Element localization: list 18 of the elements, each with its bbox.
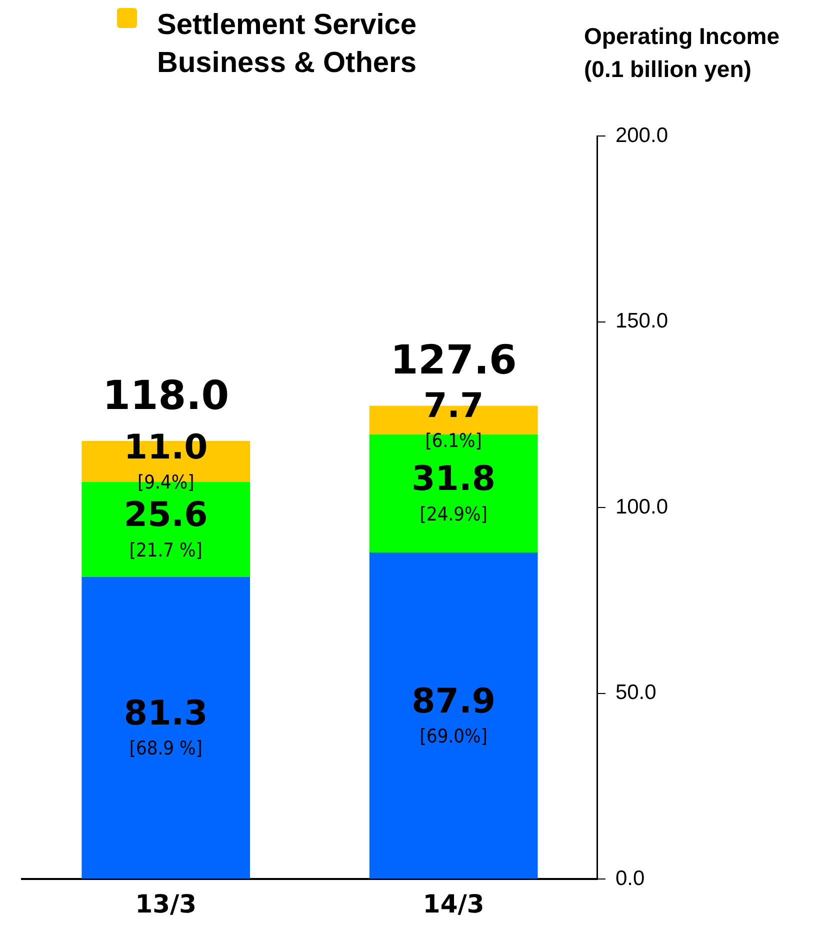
data-label: 25.6 [21.7 %] [124,495,208,562]
y-tick-label: 150.0 [615,310,668,333]
data-label: 81.3 [68.9 %] [124,694,208,760]
y-tick-label: 50.0 [615,681,656,704]
y-tick-label: 0.0 [615,866,645,890]
data-label: 87.9 [69.0%] [412,681,496,748]
bar [369,434,538,552]
data-label: 31.8 [24.9%] [412,459,496,526]
bar [82,576,250,878]
x-tick-label: 13/3 [135,890,197,918]
y-axis-title: Operating Income (0.1 billion yen) [584,22,781,84]
y-tick-label: 200.0 [615,124,668,147]
legend-label: Settlement Service Business & Others [157,8,418,81]
x-tick-label: 14/3 [422,890,484,918]
total-label: 118.0 [102,373,230,419]
bar [369,552,538,878]
y-tick-label: 100.0 [615,495,668,518]
total-label: 127.6 [390,338,517,384]
